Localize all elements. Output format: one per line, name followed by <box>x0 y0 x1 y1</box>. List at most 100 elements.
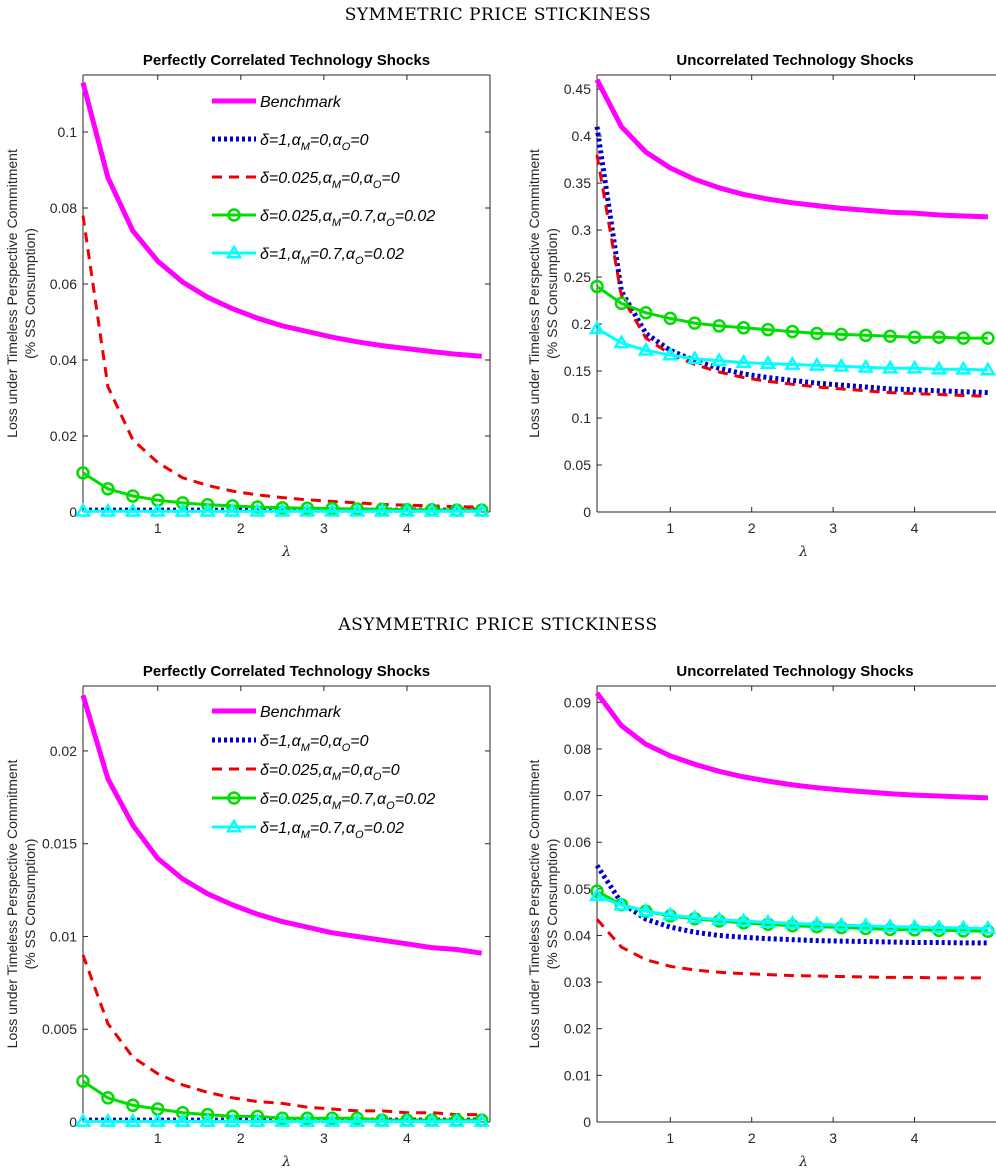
series-marker-triangle <box>906 918 923 933</box>
series-marker-triangle <box>249 1112 266 1127</box>
y-tick-label: 0 <box>583 504 591 520</box>
y-tick-label: 0.03 <box>564 974 591 990</box>
y-tick-label: 0.06 <box>50 276 77 292</box>
series-marker-triangle <box>199 502 216 517</box>
x-tick-label: 4 <box>911 1130 919 1146</box>
y-tick-label: 0.3 <box>572 222 592 238</box>
x-tick-label: 2 <box>748 520 756 536</box>
series-marker-circle <box>614 296 629 311</box>
series-marker-circle <box>590 279 604 294</box>
x-tick-label: 1 <box>154 1130 162 1146</box>
series-marker-circle <box>687 316 702 330</box>
legend-label-1: Benchmark <box>260 94 342 111</box>
series-marker-triangle <box>784 355 801 370</box>
series-marker-triangle <box>224 1112 241 1127</box>
series-marker-circle <box>325 1111 339 1126</box>
series-line-2 <box>594 126 988 396</box>
legend-marker-circle <box>227 208 241 222</box>
series-marker-circle <box>663 311 678 326</box>
series-marker-triangle <box>448 502 465 517</box>
series-marker-triangle <box>274 1112 291 1127</box>
series-marker-circle <box>126 1098 140 1113</box>
series-marker-circle <box>76 466 90 480</box>
chart-panel-3: Perfectly Correlated Technology Shocks 0 0… <box>4 663 491 1170</box>
chart-title: Perfectly Correlated Technology Shocks <box>143 52 430 69</box>
x-tick-label: 2 <box>237 1130 245 1146</box>
series-marker-triangle <box>224 502 241 517</box>
series-marker-circle <box>883 329 897 344</box>
y-tick-label: 0.01 <box>564 1067 591 1083</box>
series-marker-circle <box>858 328 873 343</box>
y-tick-label: 0.05 <box>564 881 591 897</box>
series-marker-triangle <box>686 909 703 924</box>
series-marker-triangle <box>473 1112 490 1127</box>
series-marker-triangle <box>348 1112 366 1127</box>
x-tick-label: 1 <box>154 520 162 536</box>
y-axis-label: (% SS Consumption) <box>22 228 38 359</box>
series-marker-triangle <box>249 502 266 517</box>
series-marker-circle <box>956 331 971 345</box>
series-line-1 <box>80 81 482 359</box>
legend-label-1: Benchmark <box>260 704 342 721</box>
series-marker-triangle <box>174 1112 191 1127</box>
x-tick-label: 4 <box>403 520 411 536</box>
series-marker-triangle <box>979 920 996 934</box>
series-marker-circle <box>761 322 775 337</box>
y-tick-label: 0.02 <box>50 743 77 759</box>
series-marker-triangle <box>637 341 655 356</box>
y-axis-label: Loss under Timeless Perspective Commitme… <box>4 760 20 1049</box>
chart-title: Perfectly Correlated Technology Shocks <box>143 663 430 680</box>
x-tick-label: 1 <box>666 520 674 536</box>
legend-label-3: δ=0.025,αM=0,αO=0 <box>260 170 400 191</box>
legend-label-3: δ=0.025,αM=0,αO=0 <box>260 762 400 783</box>
y-tick-label: 0.25 <box>564 269 591 285</box>
series-line-3 <box>595 918 988 980</box>
series-line-3 <box>81 215 482 509</box>
series-marker-triangle <box>906 359 923 374</box>
series-marker-triangle <box>588 887 606 902</box>
x-axis-label: λ <box>281 1154 291 1170</box>
y-tick-label: 0.05 <box>564 457 591 473</box>
y-tick-label: 0.45 <box>564 81 591 97</box>
series-marker-triangle <box>662 906 679 921</box>
y-axis-label: Loss under Timeless Perspective Commitme… <box>4 149 20 438</box>
series-marker-triangle <box>373 502 391 517</box>
series-line-4 <box>596 285 988 340</box>
legend-label-5: δ=1,αM=0.7,αO=0.02 <box>260 820 404 841</box>
series-marker-triangle <box>881 918 899 933</box>
y-tick-label: 0.08 <box>564 741 591 757</box>
series-marker-triangle <box>979 361 996 376</box>
chart-panel-2: Uncorrelated Technology Shocks 0 0.05 0.1 0.… <box>526 52 996 560</box>
series-line-2 <box>594 864 988 946</box>
section-title-asymmetric: ASYMMETRIC PRICE STICKINESS <box>337 615 657 635</box>
legend-marker-circle <box>227 791 241 805</box>
series-marker-triangle <box>662 346 679 361</box>
series-marker-triangle <box>99 1112 117 1127</box>
y-tick-label: 0.015 <box>42 836 77 852</box>
x-axis-label: λ <box>798 544 808 560</box>
series-marker-triangle <box>833 916 850 931</box>
legend-label-4: δ=0.025,αM=0.7,αO=0.02 <box>260 208 435 229</box>
y-tick-label: 0 <box>69 1114 77 1130</box>
series-marker-triangle <box>323 1112 341 1127</box>
series-marker-circle <box>712 319 726 333</box>
series-marker-triangle <box>637 902 655 917</box>
series-line-1 <box>80 694 483 956</box>
series-marker-circle <box>300 501 315 515</box>
series-marker-triangle <box>759 355 777 369</box>
series-marker-triangle <box>710 352 728 367</box>
series-marker-circle <box>275 501 290 515</box>
series-marker-triangle <box>808 915 826 930</box>
x-axis-label: λ <box>281 544 291 560</box>
series-marker-triangle <box>149 502 166 517</box>
series-marker-triangle <box>588 320 606 335</box>
x-tick-label: 3 <box>320 1130 328 1146</box>
series-marker-circle <box>981 331 995 345</box>
series-line-5 <box>596 894 988 930</box>
y-tick-label: 0.07 <box>564 788 591 804</box>
series-marker-triangle <box>398 1112 416 1127</box>
series-marker-triangle <box>274 502 291 517</box>
series-marker-triangle <box>348 502 366 517</box>
series-marker-triangle <box>398 502 416 517</box>
legend-label-2: δ=1,αM=0,αO=0 <box>260 733 369 754</box>
